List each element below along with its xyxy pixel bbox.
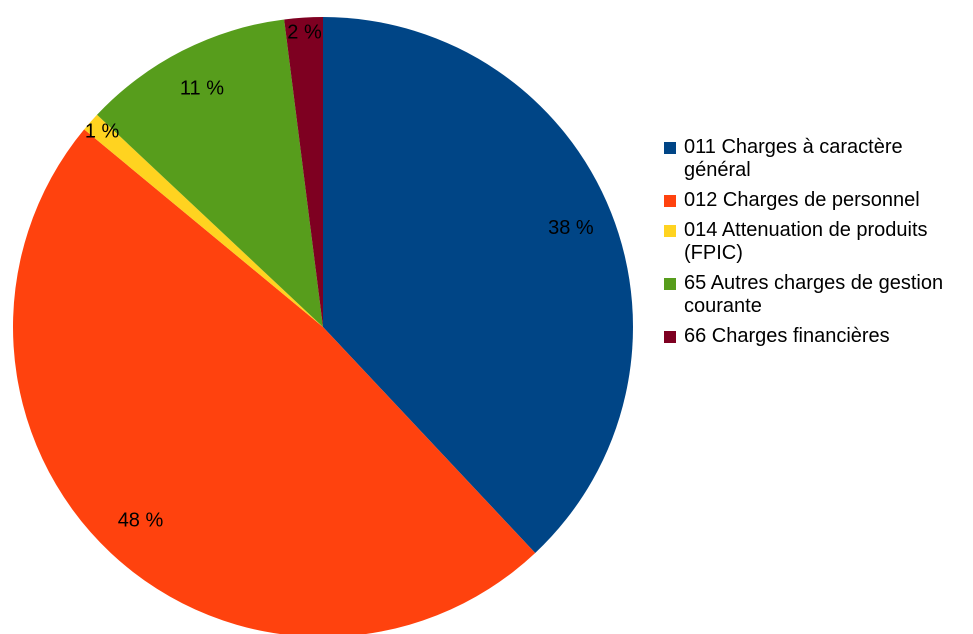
legend-item: 65 Autres charges de gestion courante [662,272,970,318]
legend-swatch [664,278,676,290]
legend-item: 011 Charges à caractère général [662,136,970,182]
legend-swatch [664,195,676,207]
data-label: 48 % [118,510,164,532]
pie-slice [97,19,324,327]
legend: 011 Charges à caractère général 012 Charg… [662,136,970,355]
pie-slice [284,17,323,327]
pie-slice [84,114,323,327]
legend-item: 66 Charges financières [662,325,970,348]
data-label: 38 % [548,217,594,239]
legend-swatch [664,142,676,154]
legend-label: 66 Charges financières [684,325,890,347]
legend-label: 011 Charges à caractère général [684,136,903,181]
legend-swatch [664,331,676,343]
pie-slice [13,129,536,634]
legend-label: 014 Attenuation de produits (FPIC) [684,219,928,264]
legend-item: 014 Attenuation de produits (FPIC) [662,219,970,265]
data-label: 2 % [287,21,322,43]
legend-label: 65 Autres charges de gestion courante [684,272,944,317]
legend-label: 012 Charges de personnel [684,189,920,211]
data-label: 11 % [180,78,224,100]
data-label: 1 % [85,121,120,143]
legend-swatch [664,225,676,237]
legend-item: 012 Charges de personnel [662,189,970,212]
pie-slice [323,17,633,553]
